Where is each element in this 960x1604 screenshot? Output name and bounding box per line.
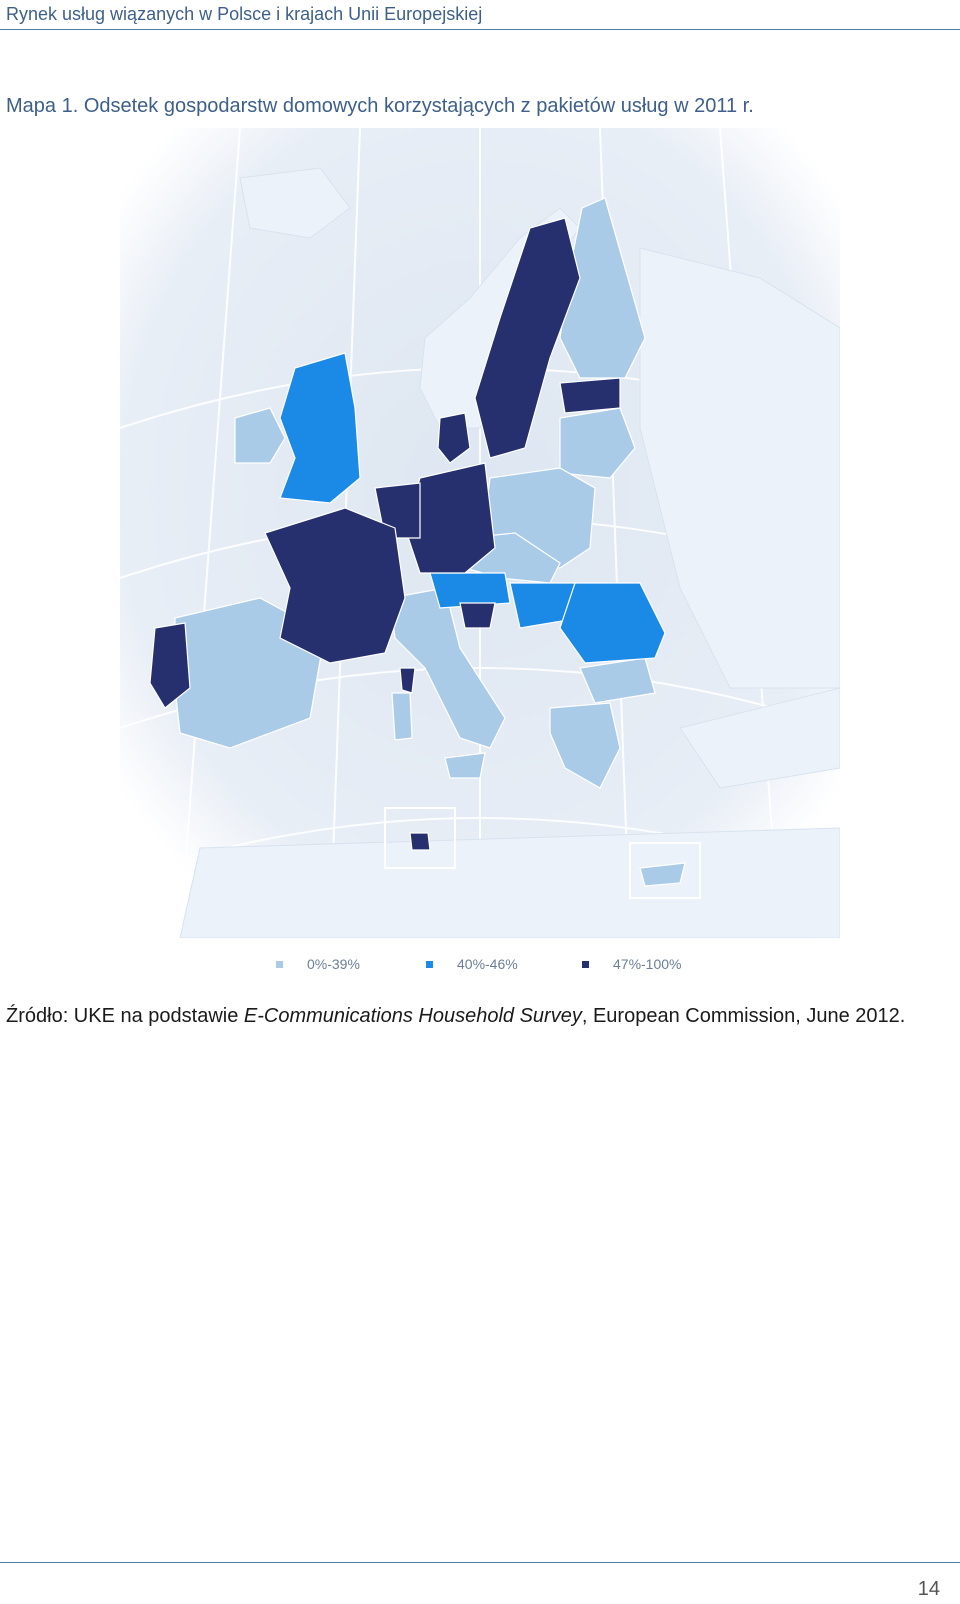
legend-label-high: 47%-100% <box>613 956 682 972</box>
sardinia <box>391 692 413 741</box>
denmark <box>437 412 471 464</box>
bulgaria <box>579 657 656 704</box>
class-40-46 <box>279 352 666 664</box>
malta-inset <box>384 807 456 869</box>
greece <box>549 702 621 789</box>
source-title: E-Communications Household Survey <box>243 1005 582 1027</box>
malta <box>409 832 431 851</box>
united-kingdom <box>279 352 361 504</box>
legend-swatch-low <box>276 960 283 968</box>
sweden <box>474 217 581 459</box>
source-prefix: Źródło: UKE na podstawie <box>6 1005 244 1027</box>
source-note: Źródło: UKE na podstawie E-Communication… <box>6 1003 954 1029</box>
eu-map-svg <box>120 128 840 938</box>
corsica <box>399 667 416 694</box>
north-africa <box>179 827 840 938</box>
eu-map <box>120 128 840 938</box>
ireland <box>234 407 286 464</box>
class-47-100 <box>149 217 621 851</box>
portugal <box>149 622 191 709</box>
greenland-iceland <box>239 167 351 239</box>
austria <box>429 572 511 609</box>
class-0-39 <box>174 197 686 887</box>
legend-label-mid: 40%-46% <box>457 956 518 972</box>
legend-label-low: 0%-39% <box>307 956 360 972</box>
footer-divider <box>0 1562 960 1563</box>
legend-item-mid: 40%-46% <box>426 956 518 972</box>
header-divider <box>0 29 960 30</box>
legend-item-low: 0%-39% <box>276 956 360 972</box>
legend-swatch-mid <box>426 960 433 968</box>
cyprus <box>639 862 686 887</box>
slovenia <box>459 602 496 629</box>
legend-swatch-high <box>582 960 589 968</box>
map-caption: Mapa 1. Odsetek gospodarstw domowych kor… <box>6 95 754 117</box>
cyprus-inset <box>629 842 701 899</box>
estonia <box>559 377 621 414</box>
romania <box>559 582 666 664</box>
balkans-turkey <box>679 687 840 789</box>
france <box>264 507 406 664</box>
running-header: Rynek usług wiązanych w Polsce i krajach… <box>6 4 483 24</box>
page-number: 14 <box>917 1578 940 1600</box>
legend-item-high: 47%-100% <box>582 956 682 972</box>
source-suffix: , European Commission, June 2012. <box>581 1005 906 1027</box>
sicily <box>444 752 486 779</box>
italy <box>389 587 506 749</box>
latvia-lithuania <box>559 407 636 479</box>
russia-east <box>639 247 840 689</box>
